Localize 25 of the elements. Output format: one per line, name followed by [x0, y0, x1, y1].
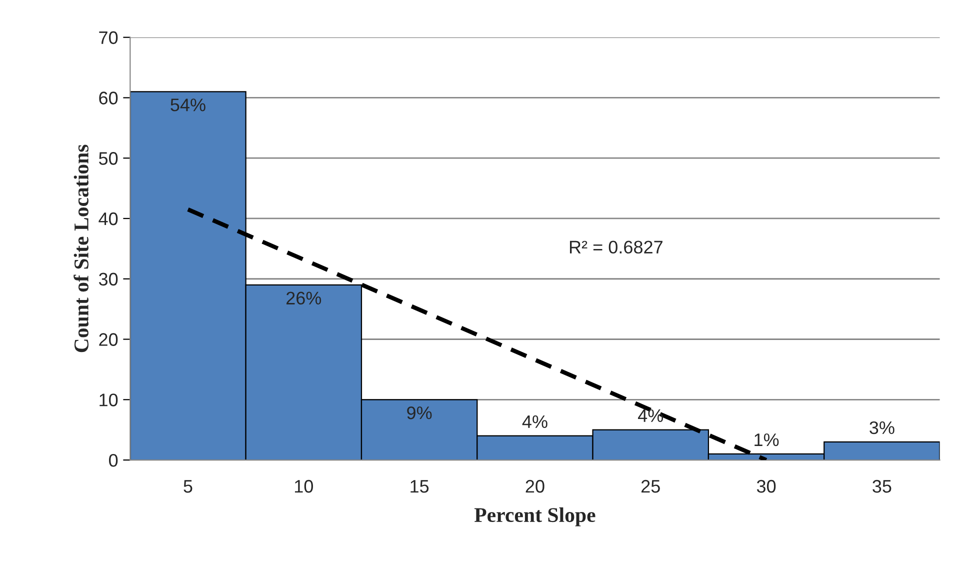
annotation: 54%	[170, 98, 206, 112]
x-tick-label: 15	[410, 480, 429, 493]
x-tick-label: 35	[872, 480, 892, 493]
annotation: 9%	[407, 406, 432, 420]
y-axis-title: Count of Site Locations	[74, 144, 89, 352]
y-tick-label: 20	[99, 333, 118, 346]
y-tick-label: 0	[109, 454, 118, 467]
annotation: 4%	[522, 415, 548, 428]
annotation: 3%	[870, 421, 894, 434]
y-tick-label: 50	[98, 152, 118, 165]
y-tick-label: 10	[100, 394, 118, 406]
y-tick-label: 30	[98, 272, 118, 286]
x-tick-label: 30	[756, 480, 776, 493]
x-tick-label: 20	[526, 480, 544, 493]
annotation: 4%	[638, 409, 664, 422]
annotation: R² = 0.6827	[570, 240, 662, 254]
annotation: 1%	[754, 433, 779, 446]
y-tick-label: 70	[99, 31, 118, 44]
x-axis-title: Percent Slope	[474, 507, 596, 526]
x-tick-label: 10	[294, 480, 313, 493]
y-tick-label: 40	[98, 212, 118, 226]
y-tick-label: 60	[99, 92, 118, 104]
x-tick-label: 5	[184, 480, 192, 493]
annotation: 26%	[286, 292, 322, 305]
x-tick-label: 25	[641, 480, 660, 493]
